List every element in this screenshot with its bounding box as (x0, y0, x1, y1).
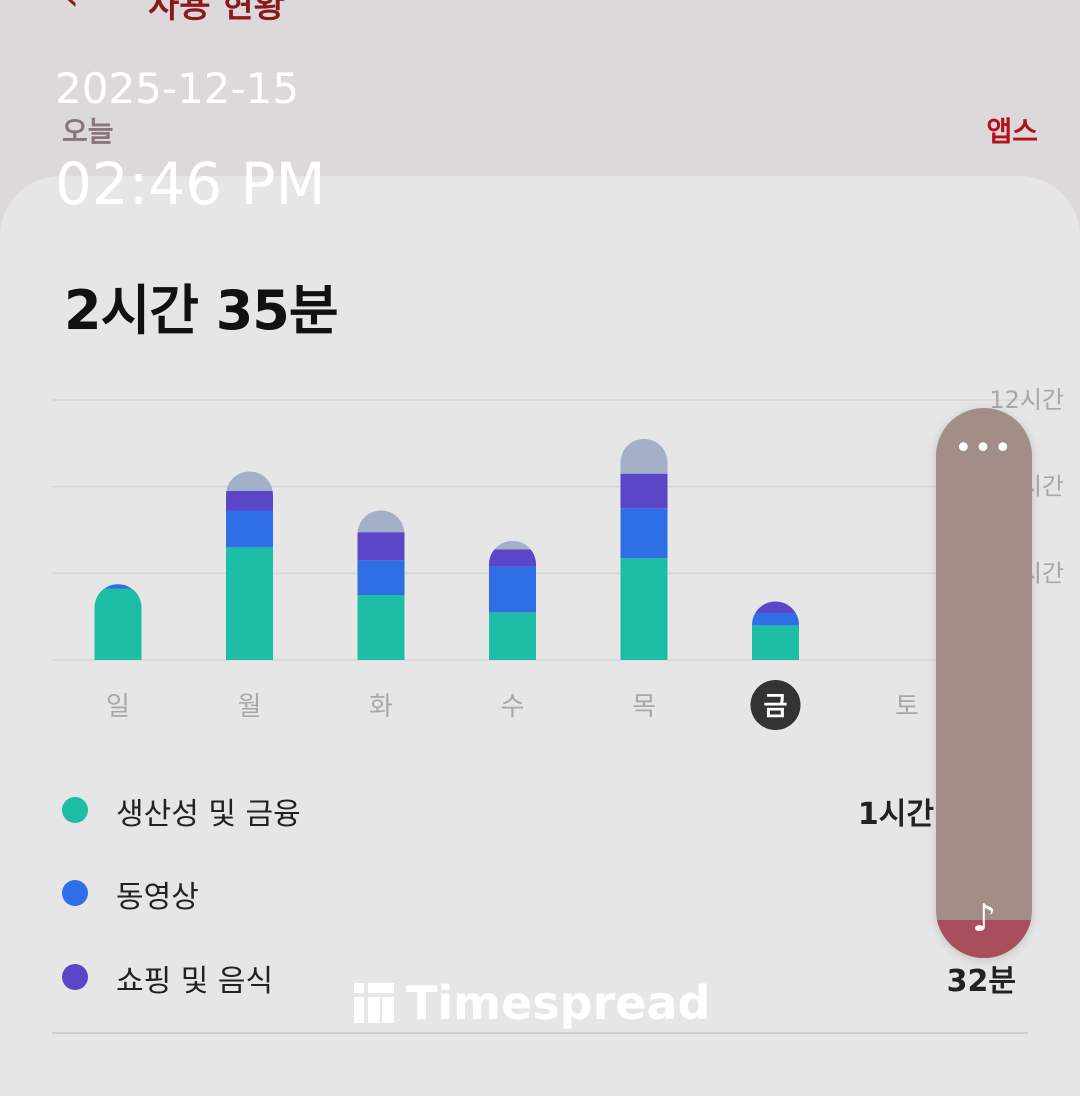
bar-segment[interactable] (94, 584, 142, 589)
legend-item[interactable]: 생산성 및 금융 1시간 (62, 785, 1022, 835)
bar-segment[interactable] (620, 558, 668, 660)
bar-segment[interactable] (752, 601, 799, 614)
watermark: Timespread (354, 976, 710, 1030)
top-bar: ‹ 사용 현황 오늘 앱스 (0, 0, 1080, 200)
chevron-left-icon[interactable]: ‹ (62, 0, 80, 21)
total-usage: 2시간 35분 (64, 279, 339, 342)
music-note-icon[interactable]: ♪ (971, 896, 997, 940)
timespread-logo-icon (354, 983, 394, 1023)
legend-label: 쇼핑 및 음식 (116, 964, 274, 999)
legend-dot (62, 880, 88, 906)
usage-card (0, 176, 1080, 1096)
x-tick-label[interactable]: 화 (369, 692, 393, 722)
bar-segment[interactable] (489, 549, 536, 567)
legend-label: 동영상 (116, 880, 199, 915)
bar-segment[interactable] (752, 613, 799, 626)
bar-segment[interactable] (489, 612, 536, 660)
x-tick-label[interactable]: 월 (238, 692, 262, 722)
divider (52, 1032, 1028, 1034)
overlay-time: 02:46 PM (55, 150, 326, 218)
x-tick-label[interactable]: 일 (106, 692, 130, 722)
page-title: 사용 현황 (148, 0, 285, 26)
x-tick-label[interactable]: 목 (632, 692, 656, 722)
x-tick-label[interactable]: 금 (764, 692, 788, 722)
bar-segment[interactable] (620, 508, 668, 559)
bar-segment[interactable] (357, 510, 405, 533)
floating-widget[interactable]: ••• ♪ (936, 408, 1032, 958)
legend-value: 1시간 (857, 797, 934, 832)
legend-dot (62, 797, 88, 823)
widget-level-fill (936, 919, 1032, 958)
legend-item[interactable]: 동영상 (62, 868, 1022, 918)
bar-segment[interactable] (752, 625, 799, 660)
apps-toggle-button[interactable]: 앱스 (986, 115, 1038, 148)
bar-segment[interactable] (226, 547, 273, 660)
x-tick-label[interactable]: 수 (501, 692, 525, 722)
bar-segment[interactable] (489, 566, 536, 613)
legend-label: 생산성 및 금융 (116, 797, 301, 832)
x-tick-label[interactable]: 토 (895, 692, 919, 722)
bar-segment[interactable] (357, 532, 405, 561)
more-dots-icon[interactable]: ••• (954, 431, 1014, 466)
bar-segment[interactable] (226, 491, 273, 511)
selected-day-marker[interactable] (750, 680, 801, 730)
bar-segment[interactable] (226, 471, 273, 492)
watermark-text: Timespread (406, 976, 711, 1030)
legend-value: 32분 (946, 964, 1016, 999)
bar-segment[interactable] (620, 439, 668, 474)
legend-dot (62, 964, 88, 990)
period-label[interactable]: 오늘 (62, 115, 114, 148)
bar-segment[interactable] (94, 588, 142, 661)
bar-segment[interactable] (620, 473, 668, 509)
overlay-date: 2025-12-15 (55, 64, 300, 113)
legend-item[interactable]: 쇼핑 및 음식 32분 (62, 952, 1022, 1002)
bar-segment[interactable] (357, 560, 405, 595)
bar-segment[interactable] (489, 540, 536, 550)
y-tick-label: 12시간 (989, 386, 1064, 414)
bar-segment[interactable] (226, 510, 273, 548)
bar-segment[interactable] (357, 595, 405, 660)
